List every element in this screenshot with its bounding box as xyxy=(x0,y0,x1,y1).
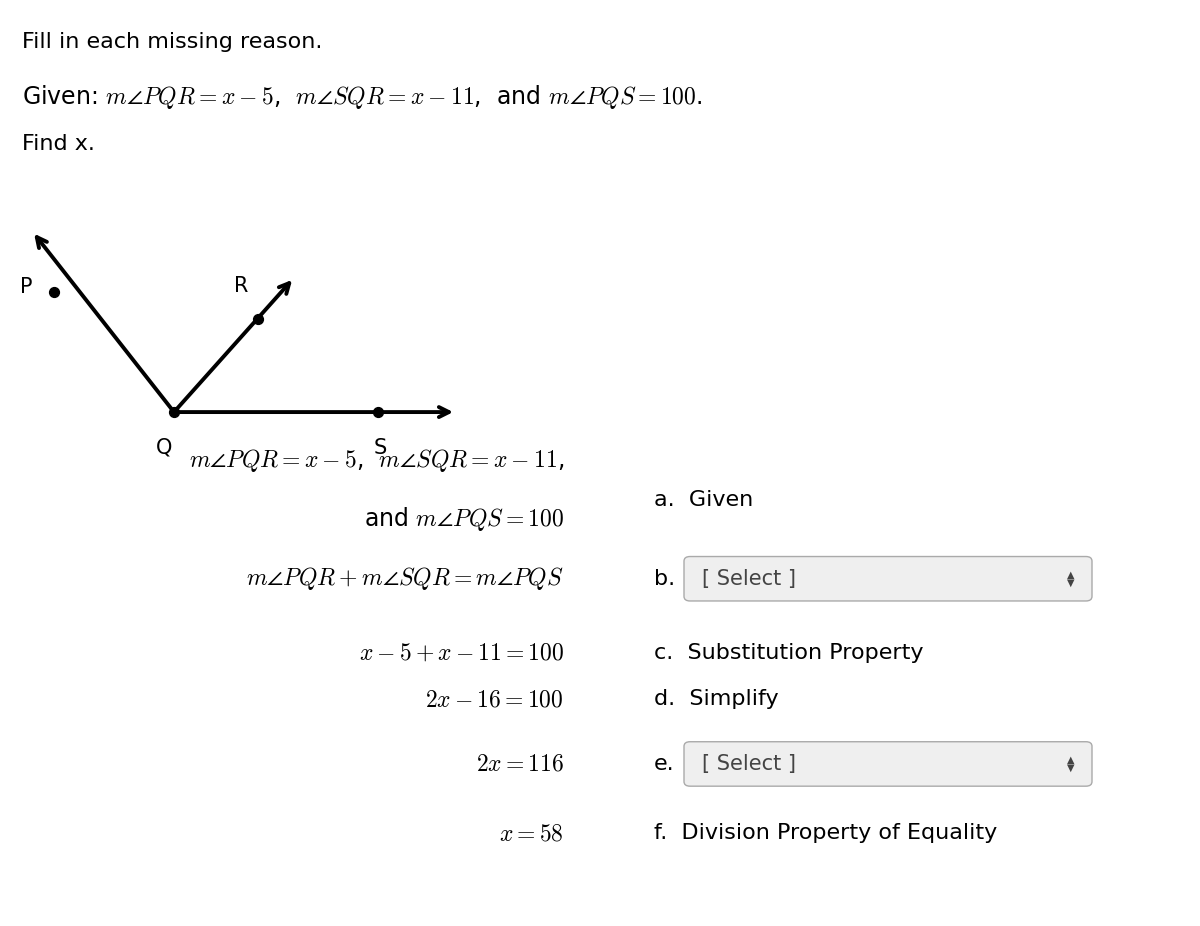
Text: $m\angle PQR = x - 5$,  $m\angle SQR = x - 11$,: $m\angle PQR = x - 5$, $m\angle SQR = x … xyxy=(188,447,564,474)
Text: and $m\angle PQS = 100$: and $m\angle PQS = 100$ xyxy=(364,505,564,532)
Text: Given: $m\angle PQR = x - 5$,  $m\angle SQR = x - 11$,  and $m\angle PQS = 100$.: Given: $m\angle PQR = x - 5$, $m\angle S… xyxy=(22,83,702,111)
Text: Find x.: Find x. xyxy=(22,134,95,155)
Text: f.  Division Property of Equality: f. Division Property of Equality xyxy=(654,823,997,844)
Point xyxy=(248,312,268,327)
Text: ▲
▼: ▲ ▼ xyxy=(1067,569,1074,588)
Text: Fill in each missing reason.: Fill in each missing reason. xyxy=(22,32,322,53)
Text: $m\angle PQR + m\angle SQR = m\angle PQS$: $m\angle PQR + m\angle SQR = m\angle PQS… xyxy=(246,565,564,593)
Point xyxy=(368,405,388,419)
Text: a.  Given: a. Given xyxy=(654,490,754,510)
Text: $x - 5 + x - 11 = 100$: $x - 5 + x - 11 = 100$ xyxy=(359,641,564,665)
Text: [ Select ]: [ Select ] xyxy=(702,569,796,589)
Text: [ Select ]: [ Select ] xyxy=(702,754,796,774)
Text: Q: Q xyxy=(156,438,173,458)
Text: P: P xyxy=(20,277,32,297)
Text: $2x = 116$: $2x = 116$ xyxy=(475,752,564,776)
Text: ▲
▼: ▲ ▼ xyxy=(1067,755,1074,773)
Text: c.  Substitution Property: c. Substitution Property xyxy=(654,643,924,663)
Text: d.  Simplify: d. Simplify xyxy=(654,689,779,709)
FancyBboxPatch shape xyxy=(684,557,1092,601)
Text: $2x - 16 = 100$: $2x - 16 = 100$ xyxy=(426,687,564,711)
Point xyxy=(44,284,64,299)
Point xyxy=(164,405,184,419)
Text: b.: b. xyxy=(654,569,676,589)
Text: e.: e. xyxy=(654,754,674,774)
Text: $x = 58$: $x = 58$ xyxy=(499,821,564,845)
Text: R: R xyxy=(234,276,248,296)
Text: S: S xyxy=(373,438,388,458)
FancyBboxPatch shape xyxy=(684,742,1092,786)
